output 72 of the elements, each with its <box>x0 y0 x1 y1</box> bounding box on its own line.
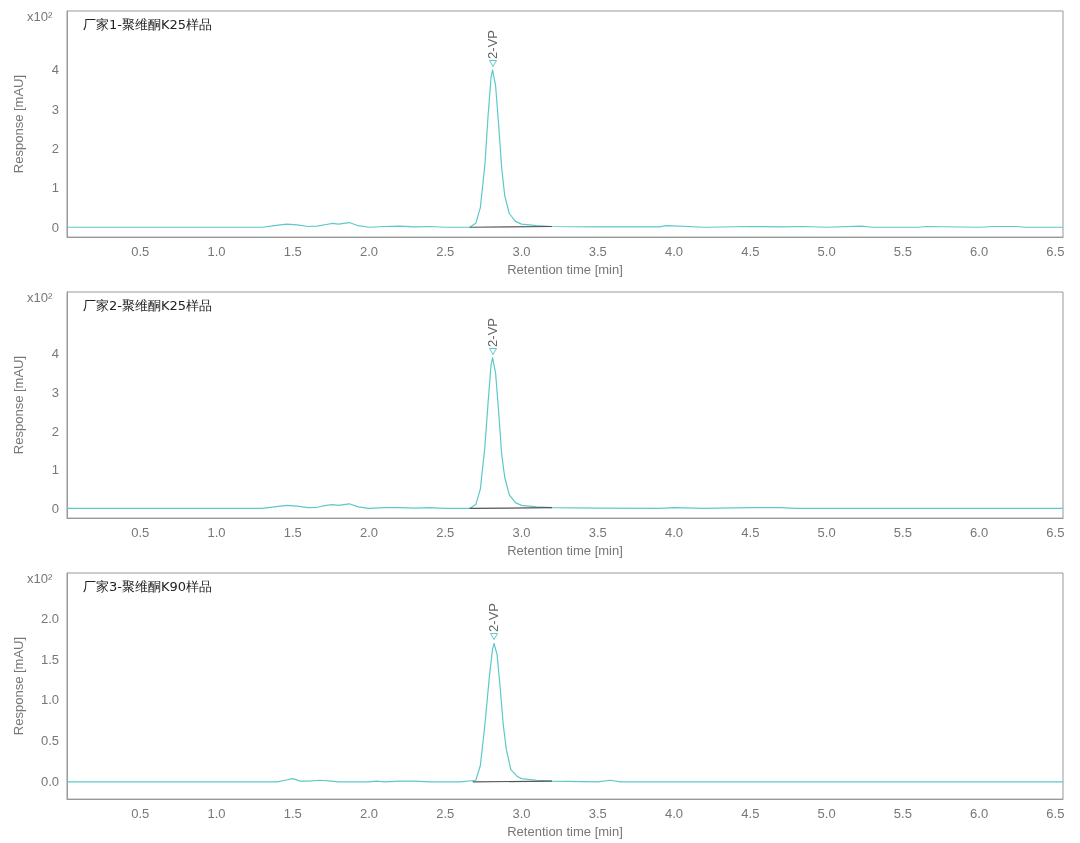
text: x10² <box>27 571 53 586</box>
y-tick-label: 1.5 <box>40 651 59 667</box>
text: 厂家3-聚维酮K90样品 <box>83 579 213 594</box>
x-tick-label: 2.5 <box>436 525 455 541</box>
x-tick-label: 1.5 <box>283 244 302 260</box>
text: x10² <box>27 290 53 305</box>
x-tick-label: 6.0 <box>970 525 989 541</box>
x-tick-label: 2.0 <box>359 806 379 822</box>
x-tick-label: 3.5 <box>588 244 607 260</box>
x-axis-title: Retention time [min] <box>507 262 623 277</box>
x-tick-label: 1.5 <box>283 806 302 822</box>
y-tick-label: 3 <box>51 101 59 117</box>
text: 厂家1-聚维酮K25样品 <box>83 17 213 32</box>
x-axis-title: Retention time [min] <box>507 824 623 839</box>
annotation: 2-VP <box>486 603 502 633</box>
x-tick-label: 5.5 <box>893 244 912 260</box>
line-series <box>66 357 1064 510</box>
line-series <box>66 69 1064 228</box>
x-tick-label: 4.5 <box>741 806 760 822</box>
y-tick-label: 3 <box>51 384 59 400</box>
x-tick-label: 6.5 <box>1046 525 1065 541</box>
y-tick-label: 1.0 <box>40 692 59 708</box>
x-tick-label: 4.0 <box>665 525 684 541</box>
x-tick-label: 6.0 <box>970 244 989 260</box>
x-tick-label: 3.0 <box>512 525 531 541</box>
x-tick-label: 4.0 <box>665 806 684 822</box>
x-tick-label: 5.0 <box>817 806 836 822</box>
text: x10² <box>27 9 53 24</box>
y-tick-label: 4 <box>51 62 59 78</box>
x-tick-label: 0.5 <box>131 806 150 822</box>
y-tick-label: 4 <box>51 346 59 362</box>
x-tick-label: 0.5 <box>131 525 150 541</box>
x-tick-label: 3.0 <box>512 244 531 260</box>
x-tick-label: 4.5 <box>741 244 760 260</box>
line-series <box>66 642 1064 783</box>
x-tick-label: 2.0 <box>359 525 379 541</box>
x-tick-label: 2.5 <box>436 806 455 822</box>
x-tick-label: 5.5 <box>893 806 912 822</box>
text: 厂家2-聚维酮K25样品 <box>83 298 213 313</box>
x-tick-label: 6.5 <box>1046 806 1065 822</box>
y-tick-label: 1 <box>51 462 59 478</box>
y-tick-label: 1 <box>51 180 59 196</box>
x-tick-label: 1.5 <box>283 525 302 541</box>
y-axis-title: Response [mAU] <box>11 355 26 455</box>
x-tick-label: 1.0 <box>207 806 226 822</box>
x-tick-label: 4.0 <box>665 244 684 260</box>
x-tick-label: 3.0 <box>512 806 531 822</box>
x-tick-label: 3.5 <box>588 806 607 822</box>
y-tick-label: 0 <box>51 500 59 516</box>
y-tick-label: 2 <box>51 141 59 157</box>
x-tick-label: 2.0 <box>359 244 379 260</box>
y-tick-label: 2 <box>51 423 59 439</box>
annotation: 2-VP <box>484 29 500 59</box>
y-axis-title: Response [mAU] <box>11 74 26 174</box>
x-tick-label: 5.5 <box>893 525 912 541</box>
x-tick-label: 0.5 <box>131 244 150 260</box>
x-tick-label: 6.5 <box>1046 244 1065 260</box>
y-tick-label: 0.0 <box>40 774 59 790</box>
x-tick-label: 1.0 <box>207 244 226 260</box>
x-tick-label: 4.5 <box>741 525 760 541</box>
x-axis-title: Retention time [min] <box>507 543 623 558</box>
x-tick-label: 2.5 <box>436 244 455 260</box>
x-tick-label: 5.0 <box>817 525 836 541</box>
annotation: 2-VP <box>484 317 500 347</box>
x-tick-label: 1.0 <box>207 525 226 541</box>
y-tick-label: 0.5 <box>40 733 59 749</box>
x-tick-label: 3.5 <box>588 525 607 541</box>
y-axis-title: Response [mAU] <box>11 636 26 736</box>
y-tick-label: 0 <box>51 219 59 235</box>
x-tick-label: 6.0 <box>970 806 989 822</box>
y-tick-label: 2.0 <box>40 610 59 626</box>
x-tick-label: 5.0 <box>817 244 836 260</box>
